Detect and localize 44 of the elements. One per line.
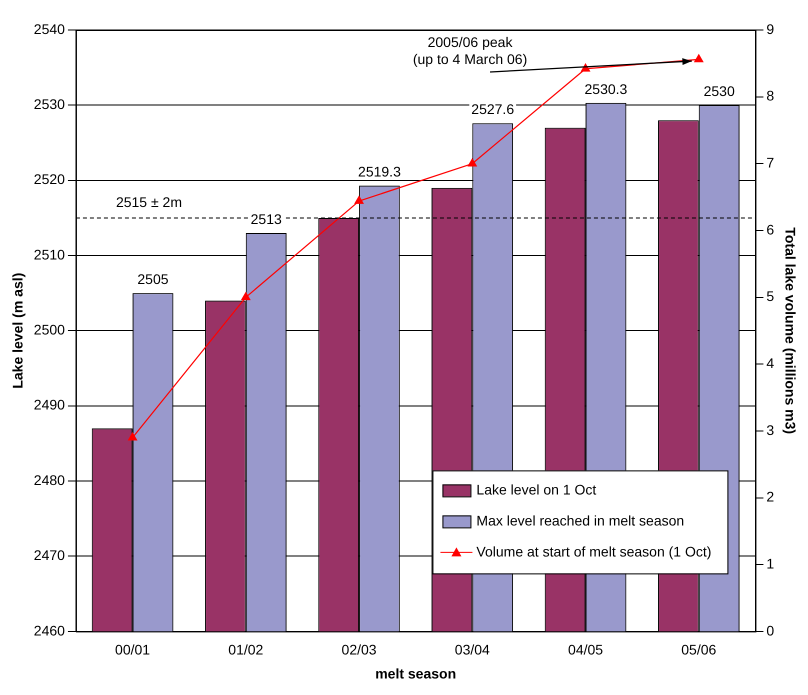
data-label: 2530.3 <box>584 80 628 97</box>
y-tick-label: 2470 <box>34 547 66 564</box>
x-tick-label: 05/06 <box>681 642 717 658</box>
data-label: 2513 <box>250 210 282 227</box>
x-tick-label: 02/03 <box>342 642 377 658</box>
y2-tick-label: 0 <box>766 622 774 638</box>
y2-tick-label: 7 <box>766 154 774 171</box>
y-tick-label: 2480 <box>34 472 66 488</box>
y-tick-label: 2540 <box>34 20 66 37</box>
y2-tick-label: 8 <box>766 88 774 104</box>
data-label: 2519.3 <box>358 163 402 180</box>
y-tick-label: 2530 <box>34 96 66 112</box>
point <box>128 432 138 440</box>
x-tick-label: 03/04 <box>454 642 490 658</box>
point <box>241 292 250 300</box>
point <box>468 158 477 166</box>
y2-tick-label: 9 <box>766 20 774 37</box>
legend-label: Max level reached in melt season <box>476 512 684 528</box>
x-axis-title: melt season <box>375 665 456 682</box>
y-tick-label: 2490 <box>34 396 66 413</box>
x-tick-label: 00/01 <box>115 642 150 658</box>
legend-label: Lake level on 1 Oct <box>476 481 596 498</box>
x-tick-label: 04/05 <box>568 642 604 658</box>
point <box>354 196 364 204</box>
y2-tick-label: 4 <box>766 354 774 371</box>
y-tick-label: 2460 <box>34 622 66 638</box>
point <box>694 54 704 62</box>
data-label: 2530 <box>704 83 735 100</box>
y-axis-title: Lake level (m asl) <box>9 272 26 389</box>
y2-tick-label: 3 <box>766 422 774 438</box>
y-tick-label: 2500 <box>34 322 66 338</box>
legend-label: Volume at start of melt season (1 Oct) <box>476 543 712 560</box>
y2-tick-label: 2 <box>766 488 774 505</box>
y2-tick-label: 5 <box>766 288 774 304</box>
data-label: 2527.6 <box>471 101 514 118</box>
y2-axis-title: Total lake volume (millions m3) <box>782 227 799 434</box>
ref-line-label: 2515 ± 2m <box>116 194 182 210</box>
data-label: 2505 <box>137 270 169 287</box>
y-tick-label: 2520 <box>34 171 66 188</box>
y2-tick-label: 6 <box>766 221 774 238</box>
y-tick-label: 2510 <box>34 246 66 262</box>
annotation: 2005/06 peak (up to 4 March 06) <box>412 34 528 67</box>
y2-tick-label: 1 <box>766 555 774 572</box>
x-tick-label: 01/02 <box>228 642 264 658</box>
